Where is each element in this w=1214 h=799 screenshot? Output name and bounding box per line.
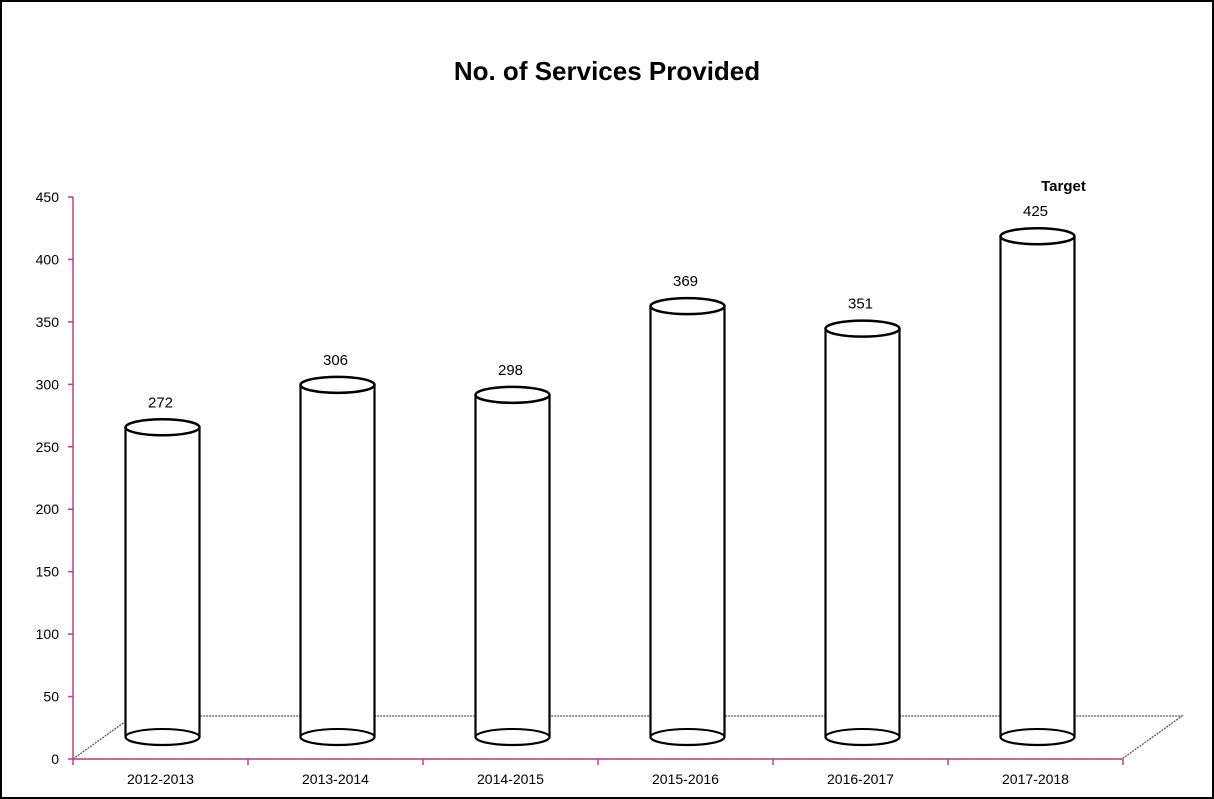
bar-cylinder <box>299 375 376 747</box>
y-tick-label: 450 <box>36 189 60 205</box>
chart-bars <box>124 226 1076 747</box>
bar-body <box>824 328 901 747</box>
bar-body <box>124 427 201 747</box>
y-tick-label: 300 <box>36 376 60 392</box>
y-tick-label: 250 <box>36 439 60 455</box>
x-tick-label: 2012-2013 <box>127 771 194 787</box>
bar-top-ellipse <box>474 385 551 405</box>
data-label: 306 <box>323 352 348 369</box>
bar-body <box>649 306 726 747</box>
bar-cylinder <box>649 296 726 747</box>
bar-cylinder <box>999 226 1076 747</box>
x-tick-label: 2015-2016 <box>652 771 719 787</box>
target-annotation: Target <box>1041 178 1086 195</box>
y-tick-label: 50 <box>43 689 59 705</box>
chart-title: No. of Services Provided <box>453 56 761 86</box>
bar-top-ellipse <box>999 226 1076 246</box>
bar-base-ellipse <box>824 728 901 738</box>
bar-body <box>299 384 376 747</box>
y-tick-label: 200 <box>36 501 60 517</box>
bar-base-ellipse <box>649 728 726 738</box>
y-tick-label: 100 <box>36 626 60 642</box>
bar-body <box>474 394 551 747</box>
bar-base-ellipse <box>474 728 551 738</box>
bar-top-ellipse <box>824 319 901 338</box>
y-tick-label: 400 <box>36 251 60 267</box>
y-tick-label: 150 <box>36 564 60 580</box>
y-tick-label: 350 <box>36 314 60 330</box>
bar-top-ellipse <box>299 375 376 395</box>
bar-base-ellipse <box>124 728 201 738</box>
bar-cylinder <box>824 319 901 747</box>
bar-cylinder <box>474 385 551 747</box>
bar-cylinder <box>124 418 201 747</box>
data-label: 298 <box>498 362 523 379</box>
data-label: 272 <box>148 394 173 411</box>
data-label: 351 <box>848 296 873 313</box>
bar-top-ellipse <box>124 418 201 437</box>
x-tick-label: 2014-2015 <box>477 771 544 787</box>
data-label: 369 <box>673 273 698 290</box>
x-tick-label: 2016-2017 <box>827 771 894 787</box>
chart-axes <box>68 196 1124 765</box>
x-tick-label: 2013-2014 <box>302 771 369 787</box>
bar-base-ellipse <box>299 728 376 738</box>
chart-labels: 0 50 100 150 200 250 300 350 400 450 2012-2013 2013… <box>36 178 1086 787</box>
bar-body <box>999 236 1076 747</box>
bar-base-ellipse <box>999 728 1076 738</box>
x-tick-label: 2017-2018 <box>1002 771 1069 787</box>
y-tick-label: 0 <box>51 751 59 767</box>
data-label: 425 <box>1023 203 1048 220</box>
bar-top-ellipse <box>649 296 726 316</box>
